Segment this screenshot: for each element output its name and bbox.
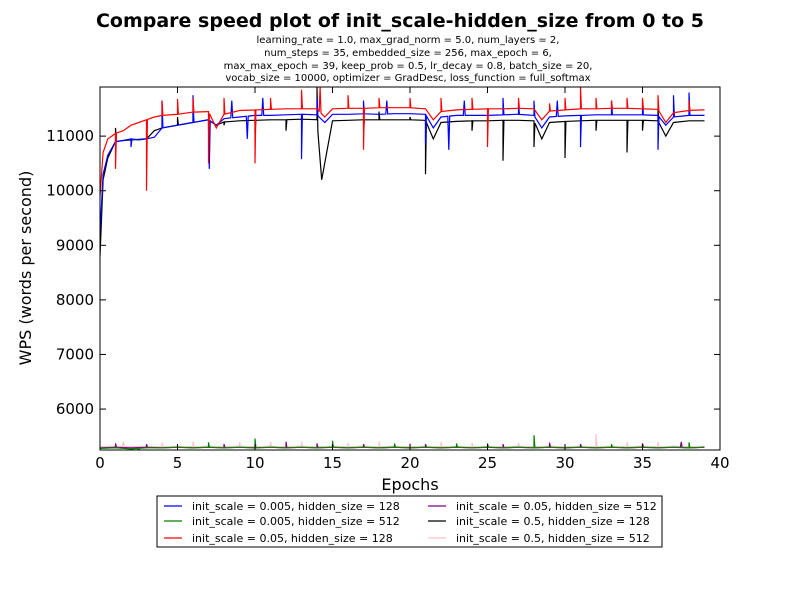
x-tick-label: 25	[478, 454, 497, 472]
series-line-6	[100, 434, 705, 448]
x-tick-label: 40	[710, 454, 729, 472]
legend: init_scale = 0.005, hidden_size = 128 ini…	[156, 495, 663, 548]
x-tick-label: 35	[633, 454, 652, 472]
plot-area	[100, 87, 720, 450]
x-axis-label: Epochs	[381, 475, 438, 494]
x-axis: 0 5 10 15 20 25 30 35 40	[95, 87, 730, 472]
legend-label-6: init_scale = 0.5, hidden_size = 512	[456, 532, 650, 545]
legend-label-2: init_scale = 0.005, hidden_size = 512	[192, 515, 400, 528]
legend-label-5: init_scale = 0.5, hidden_size = 128	[456, 515, 650, 528]
x-tick-label: 5	[173, 454, 183, 472]
y-axis: 6000 7000 8000 9000 10000 11000	[46, 127, 720, 418]
legend-label-1: init_scale = 0.005, hidden_size = 128	[192, 500, 400, 513]
y-tick-label: 9000	[56, 236, 94, 254]
chart-title: Compare speed plot of init_scale-hidden_…	[96, 10, 704, 32]
y-tick-label: 6000	[56, 400, 94, 418]
y-tick-label: 11000	[46, 127, 94, 145]
x-tick-label: 10	[245, 454, 264, 472]
chart-subtitle-line-2: num_steps = 35, embedded_size = 256, max…	[264, 48, 552, 59]
legend-box	[156, 495, 663, 548]
chart-subtitle-line-1: learning_rate = 1.0, max_grad_norm = 5.0…	[257, 35, 560, 46]
x-tick-label: 15	[323, 454, 342, 472]
chart-subtitle-line-3: max_max_epoch = 39, keep_prob = 0.5, lr_…	[224, 61, 593, 72]
series-layer	[100, 87, 705, 450]
x-tick-label: 0	[95, 454, 105, 472]
x-tick-label: 30	[555, 454, 574, 472]
chart-subtitle-line-4: vocab_size = 10000, optimizer = GradDesc…	[225, 73, 590, 84]
series-line-5	[100, 87, 705, 257]
y-axis-label: WPS (words per second)	[16, 171, 35, 366]
y-tick-label: 8000	[56, 291, 94, 309]
series-line-3	[100, 87, 705, 197]
x-tick-label: 20	[400, 454, 419, 472]
legend-label-4: init_scale = 0.05, hidden_size = 512	[456, 500, 657, 513]
legend-items: init_scale = 0.005, hidden_size = 128 ini…	[164, 500, 657, 545]
y-tick-label: 7000	[56, 345, 94, 363]
y-tick-label: 10000	[46, 182, 94, 200]
series-line-2	[100, 435, 705, 450]
legend-label-3: init_scale = 0.05, hidden_size = 128	[192, 532, 393, 545]
